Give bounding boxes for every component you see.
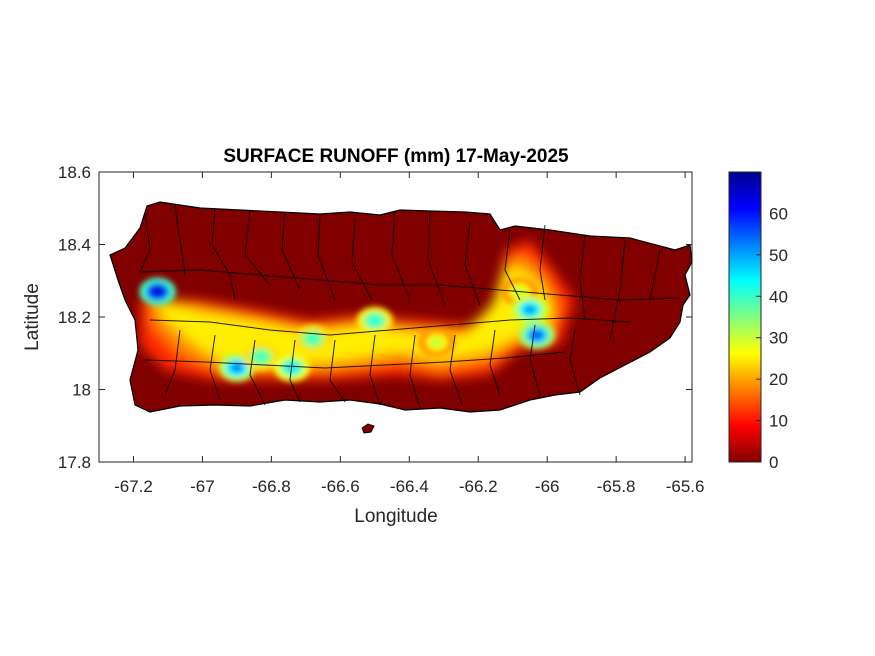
runoff-hotspot [530,330,544,341]
x-axis: -67.2 -67 -66.8 -66.6 -66.4 -66.2 -66 -65.8 -65.… [114,172,704,496]
y-tick-label: 18 [72,381,91,400]
y-tick-label: 18.4 [58,236,91,255]
runoff-hotspots [139,277,556,382]
y-tick-label: 17.8 [58,453,91,472]
puerto-rico-runoff-field [109,201,693,434]
runoff-hotspot [151,286,165,297]
x-tick-label: -66.6 [321,477,360,496]
runoff-hotspot [430,337,444,348]
y-axis-label: Latitude [22,283,43,351]
colorbar-ticks: 0 10 20 30 40 50 60 [756,204,788,472]
colorbar-tick-label: 30 [769,329,788,348]
x-tick-label: -66.2 [459,477,498,496]
island-coastline [109,201,693,413]
runoff-hotspot [368,315,382,326]
colorbar-tick-label: 60 [769,204,788,223]
colorbar-tick-label: 50 [769,246,788,265]
x-tick-label: -65.6 [666,477,705,496]
x-tick-label: -65.8 [597,477,636,496]
x-tick-label: -66 [535,477,560,496]
caja-de-muertos-island [361,423,375,434]
y-axis: 17.8 18 18.2 18.4 18.6 [58,163,692,472]
runoff-hotspot [523,304,537,315]
runoff-hotspot [254,351,268,362]
runoff-hotspot [285,362,299,373]
runoff-hotspot [306,333,320,344]
x-axis-label: Longitude [354,506,437,527]
y-tick-label: 18.6 [58,163,91,182]
chart-title: SURFACE RUNOFF (mm) 17-May-2025 [223,146,569,167]
colorbar: 0 10 20 30 40 50 60 [728,171,788,472]
colorbar-gradient [728,171,762,463]
colorbar-tick-label: 20 [769,370,788,389]
colorbar-tick-label: 0 [769,453,778,472]
colorbar-tick-label: 10 [769,412,788,431]
x-tick-label: -66.4 [390,477,429,496]
runoff-hotspot [230,362,244,373]
colorbar-tick-label: 40 [769,287,788,306]
municipality-borders [139,204,681,409]
y-tick-label: 18.2 [58,308,91,327]
x-tick-label: -66.8 [252,477,291,496]
x-tick-label: -67 [190,477,215,496]
x-tick-label: -67.2 [114,477,153,496]
